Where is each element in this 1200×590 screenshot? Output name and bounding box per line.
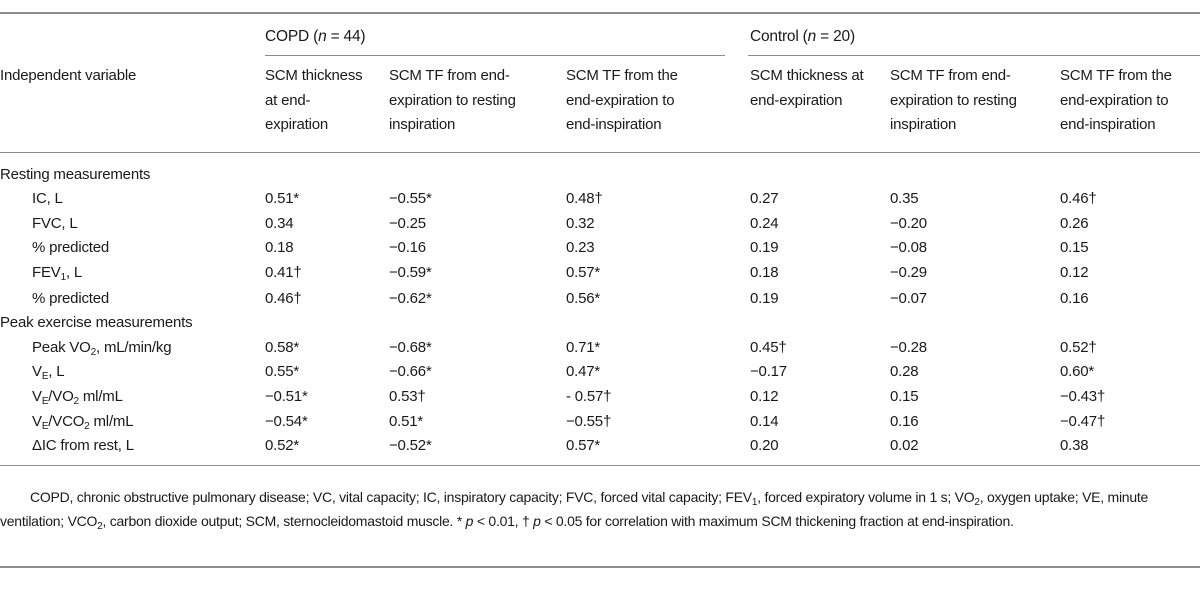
table-cell: −0.54* bbox=[265, 413, 308, 430]
section-label-resting: Resting measurements bbox=[0, 166, 151, 183]
table-cell: 0.51* bbox=[265, 190, 300, 207]
column-header: SCM TF from the end-expiration to end-insp… bbox=[1060, 67, 1172, 133]
table-cell: −0.17 bbox=[750, 363, 787, 380]
table-cell: −0.16 bbox=[389, 239, 426, 256]
control-group-rule bbox=[748, 55, 1200, 56]
table-cell: 0.45† bbox=[750, 339, 787, 356]
column-header: SCM thickness at end-expiration bbox=[750, 67, 864, 109]
table-cell: −0.20 bbox=[890, 215, 927, 232]
table-cell: 0.41† bbox=[265, 264, 302, 281]
table-cell: 0.48† bbox=[566, 190, 603, 207]
row-label: FVC, L bbox=[32, 215, 78, 232]
table-cell: 0.46† bbox=[265, 290, 302, 307]
table-cell: - 0.57† bbox=[566, 388, 612, 405]
table-cell: 0.60* bbox=[1060, 363, 1095, 380]
table-cell: 0.57* bbox=[566, 437, 601, 454]
table-cell: −0.29 bbox=[890, 264, 927, 281]
table-cell: 0.15 bbox=[890, 388, 919, 405]
row-label: Peak VO2, mL/min/kg bbox=[32, 339, 172, 358]
row-label: VE/VCO2 ml/mL bbox=[32, 413, 134, 432]
group-header-copd: COPD (n = 44) bbox=[265, 28, 366, 45]
table-cell: 0.38 bbox=[1060, 437, 1089, 454]
table-cell: 0.12 bbox=[1060, 264, 1089, 281]
table-cell: 0.51* bbox=[389, 413, 424, 430]
section-label-peak: Peak exercise measurements bbox=[0, 314, 193, 331]
table-cell: 0.24 bbox=[750, 215, 779, 232]
header-bottom-rule bbox=[0, 152, 1200, 153]
table-cell: −0.43† bbox=[1060, 388, 1106, 405]
column-header: SCM thickness at end-expiration bbox=[265, 67, 363, 133]
table-cell: −0.52* bbox=[389, 437, 432, 454]
table-cell: −0.08 bbox=[890, 239, 927, 256]
table-footnote: COPD, chronic obstructive pulmonary dise… bbox=[0, 489, 1149, 532]
table-top-rule bbox=[0, 12, 1200, 14]
column-header: SCM TF from the end-expiration to end-insp… bbox=[566, 67, 678, 133]
table-cell: 0.52† bbox=[1060, 339, 1097, 356]
table-cell: 0.58* bbox=[265, 339, 300, 356]
table-cell: −0.28 bbox=[890, 339, 927, 356]
table-cell: 0.27 bbox=[750, 190, 779, 207]
column-header: SCM TF from end-expiration to resting ins… bbox=[389, 67, 516, 133]
footnote-bottom-rule bbox=[0, 566, 1200, 568]
table-cell: 0.53† bbox=[389, 388, 426, 405]
table-cell: −0.68* bbox=[389, 339, 432, 356]
table-cell: 0.26 bbox=[1060, 215, 1089, 232]
table-cell: −0.66* bbox=[389, 363, 432, 380]
table-cell: 0.56* bbox=[566, 290, 601, 307]
row-label: ΔIC from rest, L bbox=[32, 437, 134, 454]
table-cell: −0.59* bbox=[389, 264, 432, 281]
table-cell: 0.46† bbox=[1060, 190, 1097, 207]
table-cell: 0.71* bbox=[566, 339, 601, 356]
independent-variable-header: Independent variable bbox=[0, 67, 137, 84]
row-label: IC, L bbox=[32, 190, 63, 207]
table-end-rule bbox=[0, 465, 1200, 466]
table-cell: 0.19 bbox=[750, 290, 779, 307]
table-cell: 0.15 bbox=[1060, 239, 1089, 256]
table-cell: −0.25 bbox=[389, 215, 426, 232]
table-cell: 0.57* bbox=[566, 264, 601, 281]
row-label: FEV1, L bbox=[32, 264, 83, 283]
table-cell: 0.28 bbox=[890, 363, 919, 380]
table-cell: 0.52* bbox=[265, 437, 300, 454]
table-cell: 0.34 bbox=[265, 215, 294, 232]
table-cell: 0.02 bbox=[890, 437, 919, 454]
group-header-control: Control (n = 20) bbox=[750, 28, 855, 45]
table-cell: −0.07 bbox=[890, 290, 927, 307]
copd-group-rule bbox=[265, 55, 725, 56]
row-label: % predicted bbox=[32, 239, 110, 256]
table-cell: −0.62* bbox=[389, 290, 432, 307]
table-cell: 0.18 bbox=[750, 264, 779, 281]
table-cell: 0.16 bbox=[1060, 290, 1089, 307]
table-cell: 0.18 bbox=[265, 239, 294, 256]
table-cell: 0.16 bbox=[890, 413, 919, 430]
table-cell: 0.23 bbox=[566, 239, 595, 256]
table-cell: 0.35 bbox=[890, 190, 919, 207]
table-cell: 0.14 bbox=[750, 413, 779, 430]
table-cell: 0.20 bbox=[750, 437, 779, 454]
table-cell: 0.19 bbox=[750, 239, 779, 256]
column-header: SCM TF from end-expiration to resting ins… bbox=[890, 67, 1017, 133]
table-cell: −0.51* bbox=[265, 388, 308, 405]
row-label: VE/VO2 ml/mL bbox=[32, 388, 123, 407]
table-cell: −0.55* bbox=[389, 190, 432, 207]
table-cell: −0.47† bbox=[1060, 413, 1106, 430]
row-label: VE, L bbox=[32, 363, 65, 382]
table-cell: 0.12 bbox=[750, 388, 779, 405]
table-cell: 0.32 bbox=[566, 215, 595, 232]
table-cell: 0.47* bbox=[566, 363, 601, 380]
table-cell: −0.55† bbox=[566, 413, 612, 430]
table-cell: 0.55* bbox=[265, 363, 300, 380]
row-label: % predicted bbox=[32, 290, 110, 307]
